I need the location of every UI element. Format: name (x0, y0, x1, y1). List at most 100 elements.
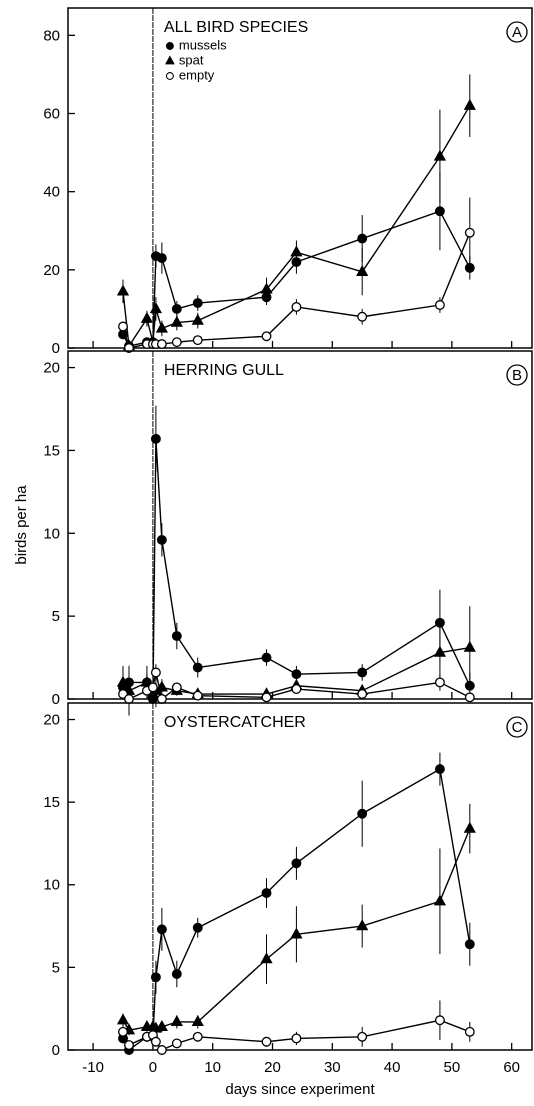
point (150, 433, 161, 444)
point (192, 1031, 203, 1042)
point (464, 939, 475, 950)
point (357, 233, 368, 244)
point (150, 1036, 161, 1047)
panel-label: A (512, 24, 522, 41)
point (291, 1033, 302, 1044)
y-tick-label: 5 (52, 608, 60, 625)
panel-title: ALL BIRD SPECIES (164, 19, 308, 36)
point (434, 764, 445, 775)
point (116, 1013, 130, 1025)
point (192, 922, 203, 933)
point (116, 284, 130, 296)
point (261, 692, 272, 703)
panel-title: OYSTERCATCHER (164, 714, 306, 731)
point (261, 1036, 272, 1047)
point (434, 206, 445, 217)
series-line (122, 438, 471, 700)
point (434, 300, 445, 310)
y-tick-label: 80 (43, 27, 60, 44)
y-tick-label: 20 (43, 262, 60, 279)
y-tick-label: 10 (43, 877, 60, 894)
point (463, 821, 476, 833)
y-tick-label: 20 (43, 360, 60, 377)
point (170, 1015, 183, 1027)
y-tick-label: 0 (52, 691, 60, 708)
point (171, 969, 182, 979)
point (191, 313, 204, 325)
x-tick-label: 0 (149, 1059, 157, 1076)
point (171, 682, 182, 693)
point (116, 675, 130, 687)
point (356, 919, 369, 931)
point (357, 1031, 368, 1042)
y-tick-label: 15 (43, 442, 60, 459)
point (171, 337, 182, 348)
point (433, 149, 447, 161)
plot-frame (67, 702, 533, 1051)
point (357, 808, 368, 819)
legend-marker (165, 72, 174, 80)
point (150, 972, 161, 983)
point (260, 282, 273, 294)
y-axis-label: birds per ha (13, 485, 30, 565)
y-tick-label: 5 (52, 959, 60, 976)
x-tick-label: 20 (264, 1059, 281, 1076)
panel-label: C (512, 719, 523, 736)
point (192, 690, 203, 701)
y-tick-label: 40 (43, 184, 60, 201)
x-axis-label: days since experiment (225, 1081, 375, 1098)
point (261, 652, 272, 663)
x-tick-label: 10 (204, 1059, 221, 1076)
point (291, 858, 302, 869)
panel-badge (506, 716, 528, 738)
point (124, 1040, 134, 1050)
point (118, 321, 128, 332)
point (291, 669, 302, 680)
point (463, 640, 476, 652)
point (156, 534, 167, 545)
point (140, 311, 154, 323)
point (156, 339, 167, 350)
point (260, 952, 273, 964)
panel-title: HERRING GULL (164, 362, 284, 379)
plot-frame (67, 350, 533, 700)
point (156, 253, 167, 264)
point (433, 894, 447, 906)
point (464, 227, 475, 238)
point (433, 645, 447, 657)
point (290, 927, 303, 939)
x-tick-label: 40 (384, 1059, 401, 1076)
point (191, 1015, 204, 1027)
point (357, 667, 368, 678)
point (118, 1026, 128, 1037)
point (149, 302, 163, 314)
point (463, 98, 476, 110)
point (170, 315, 183, 327)
point (156, 924, 167, 935)
point (434, 1015, 445, 1026)
x-tick-label: 60 (503, 1059, 520, 1076)
point (464, 1026, 475, 1037)
point (357, 689, 368, 699)
point (171, 631, 182, 641)
x-tick-label: 30 (324, 1059, 341, 1076)
point (171, 1038, 182, 1049)
point (155, 321, 168, 333)
point (357, 311, 368, 322)
point (155, 1020, 168, 1032)
legend-marker (165, 55, 175, 65)
point (291, 302, 302, 312)
panel-label: B (512, 367, 522, 384)
y-tick-label: 0 (52, 1042, 60, 1059)
point (192, 298, 203, 309)
plot-frame (67, 7, 533, 349)
point (261, 888, 272, 898)
point (124, 343, 134, 353)
point (434, 617, 445, 628)
panel-badge (506, 364, 528, 386)
point (192, 662, 203, 673)
point (356, 264, 369, 276)
y-tick-label: 60 (43, 105, 60, 122)
legend-label: spat (179, 52, 204, 67)
